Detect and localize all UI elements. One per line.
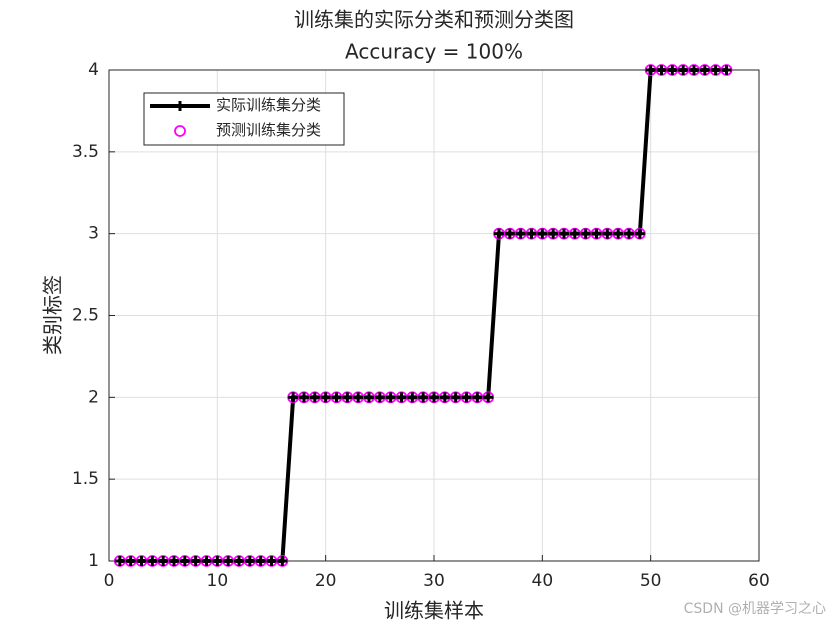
plus-marker — [634, 228, 645, 239]
plus-marker — [396, 392, 407, 403]
plus-marker — [299, 392, 309, 403]
plus-marker — [201, 556, 212, 566]
watermark: CSDN @机器学习之心 — [684, 601, 826, 617]
plus-marker — [439, 392, 450, 403]
plus-marker — [277, 556, 288, 566]
x-tick-label: 40 — [532, 571, 554, 591]
plus-marker — [559, 228, 569, 239]
plus-marker — [364, 392, 374, 403]
circle-marker — [174, 125, 186, 137]
plus-marker — [667, 65, 678, 75]
x-tick-label: 60 — [748, 571, 770, 591]
plus-marker — [689, 65, 699, 75]
plus-marker — [266, 556, 277, 566]
plus-marker — [374, 392, 385, 403]
chart-title: 训练集的实际分类和预测分类图 — [294, 8, 574, 32]
chart-subtitle: Accuracy = 100% — [345, 40, 523, 64]
plus-marker — [223, 556, 234, 566]
plus-marker — [613, 228, 624, 239]
plus-marker — [244, 556, 255, 566]
plus-marker — [212, 556, 223, 566]
plus-marker — [288, 392, 299, 403]
plus-marker — [136, 556, 147, 566]
plus-marker — [461, 392, 472, 403]
plus-marker — [504, 228, 515, 239]
y-tick-label: 2.5 — [72, 306, 99, 326]
x-tick-label: 30 — [423, 571, 445, 591]
plus-marker — [624, 228, 634, 239]
plus-marker — [190, 556, 201, 566]
y-tick-label: 4 — [88, 60, 99, 80]
plus-marker — [472, 392, 483, 403]
x-tick-label: 20 — [315, 571, 337, 591]
plus-marker — [710, 65, 721, 75]
plus-marker — [656, 65, 667, 75]
plus-marker — [429, 392, 439, 403]
y-tick-label: 3.5 — [72, 142, 99, 162]
plus-marker — [580, 228, 591, 239]
plus-marker — [645, 65, 656, 75]
plus-marker — [320, 392, 331, 403]
plus-marker — [548, 228, 559, 239]
plus-marker — [385, 392, 396, 403]
y-tick-label: 1.5 — [72, 469, 99, 489]
plus-marker — [234, 556, 244, 566]
legend-box — [143, 92, 345, 146]
legend-label: 实际训练集分类 — [216, 96, 321, 114]
plus-marker — [407, 392, 418, 403]
x-tick-label: 10 — [207, 571, 229, 591]
plus-marker — [353, 392, 364, 403]
plus-marker — [526, 228, 537, 239]
plus-marker — [114, 556, 125, 566]
axes-box — [108, 69, 760, 562]
plus-marker — [591, 228, 602, 239]
plus-marker — [699, 65, 710, 75]
plus-marker — [450, 392, 461, 403]
plus-marker — [515, 228, 526, 239]
plus-marker — [331, 392, 342, 403]
plus-marker — [125, 556, 136, 566]
plus-marker — [569, 228, 580, 239]
plus-marker — [147, 556, 158, 566]
plus-marker — [418, 392, 429, 403]
plus-marker — [342, 392, 353, 403]
plus-marker — [537, 228, 548, 239]
plus-marker — [678, 65, 689, 75]
plus-marker — [175, 101, 185, 111]
y-axis-label: 类别标签 — [41, 275, 65, 355]
plus-marker — [721, 65, 732, 75]
plus-marker — [483, 392, 494, 403]
plus-marker — [255, 556, 266, 566]
plus-marker — [602, 228, 613, 239]
x-axis-label: 训练集样本 — [384, 599, 484, 623]
x-tick-label: 0 — [104, 571, 115, 591]
plus-marker — [169, 556, 179, 566]
x-tick-label: 50 — [640, 571, 662, 591]
y-tick-label: 3 — [88, 224, 99, 244]
plus-marker — [179, 556, 190, 566]
plus-marker — [158, 556, 169, 566]
y-tick-label: 2 — [88, 387, 99, 407]
plus-marker — [494, 228, 504, 239]
plus-marker — [309, 392, 320, 403]
y-tick-label: 1 — [88, 551, 99, 571]
legend-label: 预测训练集分类 — [216, 121, 321, 139]
